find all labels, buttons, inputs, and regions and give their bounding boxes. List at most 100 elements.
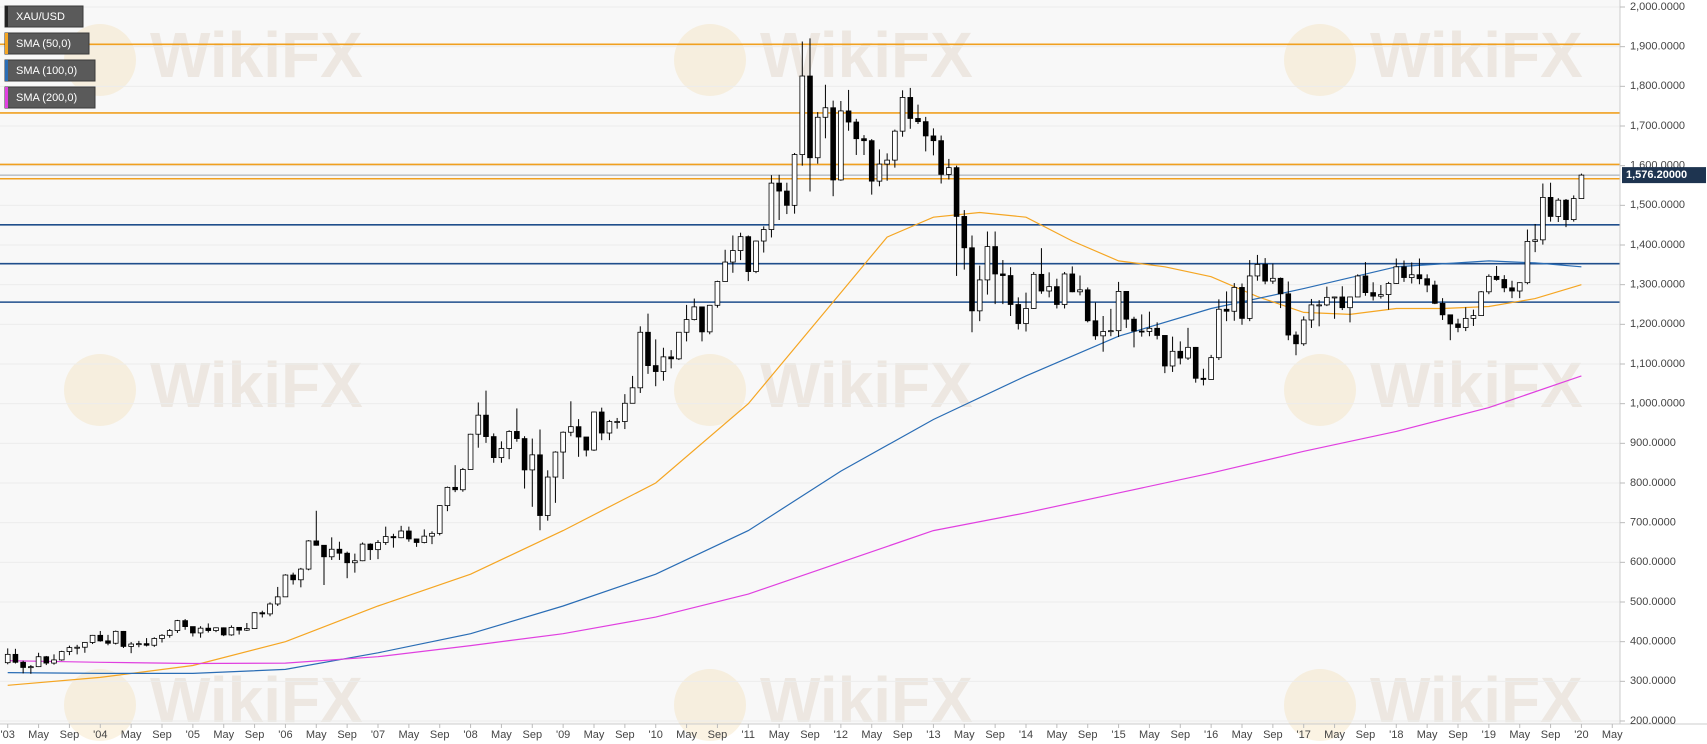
candle-body (807, 75, 813, 159)
x-tick-label: May (1509, 729, 1530, 741)
candle-body (382, 536, 389, 543)
x-tick-label: May (306, 729, 327, 741)
candle-body (683, 319, 690, 333)
x-tick-label: '04 (93, 729, 107, 741)
candle-body (915, 118, 921, 123)
candle-body (259, 612, 266, 615)
candle-body (1486, 275, 1492, 293)
candle-body (868, 140, 875, 182)
candle-body (992, 246, 998, 275)
candle-body (1540, 196, 1546, 241)
watermark: WikiFX (1370, 349, 1583, 421)
x-tick-label: Sep (800, 729, 820, 741)
candle-body (1570, 198, 1577, 221)
candle-body (1501, 279, 1508, 289)
x-tick-label: '09 (556, 729, 570, 741)
candle-body (961, 216, 968, 249)
x-tick-label: '16 (1204, 729, 1218, 741)
candle-body (1246, 275, 1253, 319)
watermark: WikiFX (150, 19, 363, 91)
candle-body (475, 414, 482, 435)
candle-body (1455, 323, 1461, 328)
watermark: WikiFX (760, 19, 973, 91)
candle-body (367, 543, 374, 551)
legend-swatch (5, 87, 8, 108)
watermark-logo (674, 669, 746, 741)
candle-body (321, 544, 327, 558)
x-tick-label: May (213, 729, 234, 741)
candle-body (205, 627, 212, 631)
x-tick-label: May (584, 729, 605, 741)
candle-body (506, 431, 512, 449)
candle-body (1324, 296, 1330, 306)
candle-body (922, 121, 929, 137)
candle-body (1439, 302, 1446, 316)
candle-body (1509, 287, 1515, 292)
candle-body (1300, 319, 1307, 345)
candle-body (1362, 275, 1369, 294)
candle-body (1401, 266, 1407, 278)
candle-body (1069, 273, 1076, 293)
candle-body (1308, 304, 1315, 321)
x-tick-label: '08 (463, 729, 477, 741)
candle-body (74, 646, 80, 649)
candle-body (1393, 266, 1400, 284)
y-tick-label: 200.0000 (1630, 715, 1676, 727)
plot (0, 38, 1620, 686)
y-tick-label: 1,900.0000 (1630, 41, 1685, 53)
candle-body (560, 431, 566, 453)
x-tick-label: Sep (1170, 729, 1190, 741)
candle-body (375, 542, 381, 551)
watermark: WikiFX (760, 664, 973, 736)
candle-body (753, 240, 759, 272)
watermark: WikiFX (1370, 19, 1583, 91)
candle-body (575, 426, 582, 438)
candle-body (136, 643, 142, 646)
candle-body (714, 281, 721, 306)
candle-body (28, 666, 34, 669)
x-tick-label: Sep (1356, 729, 1376, 741)
candle-body (421, 535, 428, 543)
x-tick-label: May (1324, 729, 1345, 741)
candle-body (1563, 199, 1569, 221)
candle-body (1262, 264, 1268, 282)
candle-body (274, 596, 281, 605)
candle-body (652, 365, 659, 372)
x-tick-label: '20 (1574, 729, 1588, 741)
candle-body (706, 304, 713, 333)
x-tick-label: '06 (278, 729, 292, 741)
candle-body (213, 627, 219, 631)
watermark-logo (64, 354, 136, 426)
last-price-box (1622, 167, 1706, 184)
candle-body (1177, 350, 1184, 359)
candle-body (984, 246, 991, 281)
candle-body (899, 97, 906, 132)
y-tick-label: 2,000.0000 (1630, 1, 1685, 13)
candle-body (791, 154, 798, 206)
x-tick-label: '19 (1482, 729, 1496, 741)
candle-body (668, 356, 674, 360)
candle-body (452, 486, 458, 491)
y-tick-label: 1,800.0000 (1630, 80, 1685, 92)
legend-swatch (5, 33, 8, 54)
candle-body (822, 107, 829, 118)
candle-body (1285, 293, 1292, 336)
x-tick-label: '05 (186, 729, 200, 741)
candle-body (1432, 284, 1438, 304)
x-tick-label: Sep (893, 729, 913, 741)
candle-body (298, 568, 304, 581)
watermark-logo (64, 669, 136, 741)
candle-body (876, 163, 883, 182)
candle-body (1023, 308, 1029, 324)
candle-body (946, 167, 952, 175)
x-tick-label: '17 (1297, 729, 1311, 741)
sma-line (7, 375, 1582, 665)
watermark: WikiFX (150, 664, 363, 736)
candle-body (344, 552, 350, 564)
candle-body (228, 626, 235, 636)
candle-body (1216, 308, 1222, 359)
candle-body (313, 540, 320, 546)
candle-body (745, 236, 752, 272)
candle-body (413, 538, 420, 543)
candle-body (637, 331, 644, 389)
